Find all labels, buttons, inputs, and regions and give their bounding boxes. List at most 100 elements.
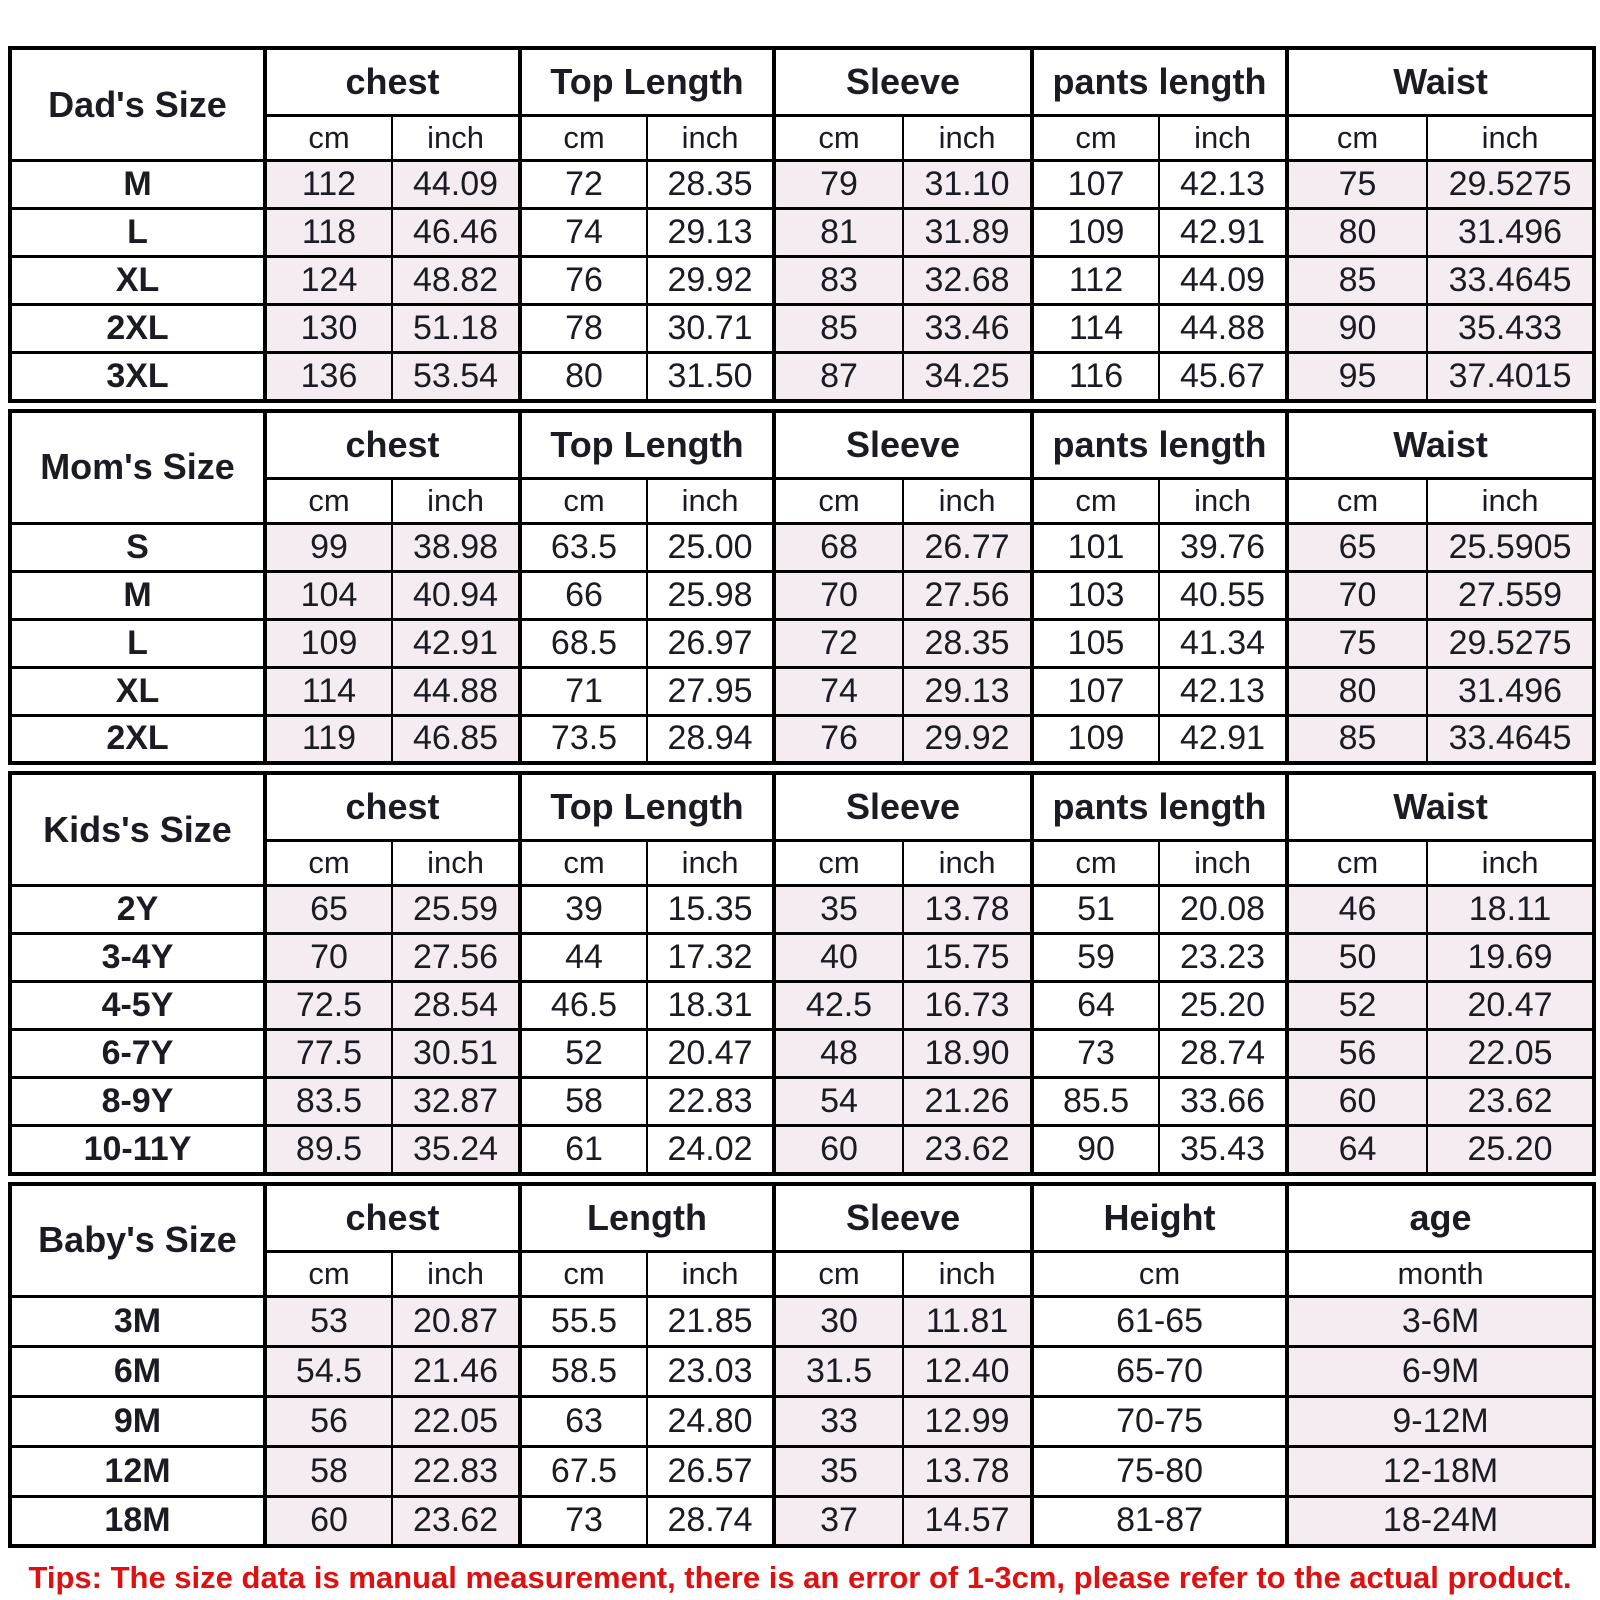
- value-cell: 35.43: [1158, 1124, 1289, 1175]
- unit-header: cm: [518, 476, 649, 525]
- value-cell: 83: [772, 255, 905, 306]
- unit-header: inch: [390, 1249, 522, 1298]
- unit-header: cm: [1030, 476, 1161, 525]
- value-cell: 48.82: [390, 255, 522, 306]
- value-cell: 46.5: [518, 980, 649, 1031]
- value-cell: 81-87: [1030, 1494, 1289, 1548]
- value-cell: 76: [518, 255, 649, 306]
- value-cell: 13.78: [902, 884, 1034, 935]
- value-cell: 15.75: [902, 932, 1034, 983]
- value-cell: 11.81: [902, 1294, 1034, 1348]
- size-cell: 3M: [9, 1294, 267, 1348]
- size-cell: M: [9, 159, 267, 210]
- value-cell: 70: [772, 569, 905, 621]
- value-cell: 103: [1030, 569, 1161, 621]
- value-cell: 9-12M: [1285, 1394, 1596, 1448]
- value-cell: 109: [1030, 713, 1161, 765]
- value-cell: 114: [263, 665, 393, 717]
- value-cell: 118: [263, 207, 393, 258]
- column-group-header: chest: [262, 409, 522, 480]
- section-title-kids-s-size: Kids's Size: [9, 771, 267, 887]
- value-cell: 40.94: [390, 569, 522, 621]
- size-cell: 2XL: [9, 713, 267, 765]
- table-row: 3XL 136 53.54 80 31.50 87 34.25 116 45.67 95 37.40…: [9, 351, 1596, 402]
- value-cell: 112: [1030, 255, 1161, 306]
- value-cell: 35: [772, 884, 905, 935]
- unit-header: cm: [518, 114, 649, 162]
- value-cell: 54.5: [263, 1344, 393, 1398]
- size-cell: 3XL: [9, 351, 267, 402]
- value-cell: 42.13: [1158, 665, 1289, 717]
- value-cell: 25.00: [646, 521, 776, 573]
- table-row: L 118 46.46 74 29.13 81 31.89 109 42.91 80 31.496: [9, 207, 1596, 258]
- value-cell: 44.09: [390, 159, 522, 210]
- value-cell: 46.85: [390, 713, 522, 765]
- unit-header: inch: [646, 1249, 776, 1298]
- size-cell: M: [9, 569, 267, 621]
- section-title-mom-s-size: Mom's Size: [9, 409, 267, 525]
- value-cell: 34.25: [902, 351, 1034, 402]
- value-cell: 13.78: [902, 1444, 1034, 1498]
- value-cell: 14.57: [902, 1494, 1034, 1548]
- unit-header: inch: [902, 114, 1034, 162]
- unit-header: cm: [1030, 114, 1161, 162]
- value-cell: 70-75: [1030, 1394, 1289, 1448]
- column-group-header: Top Length: [518, 409, 776, 480]
- column-group-header: Top Length: [518, 771, 776, 842]
- value-cell: 75: [1285, 617, 1429, 669]
- value-cell: 38.98: [390, 521, 522, 573]
- value-cell: 25.5905: [1426, 521, 1596, 573]
- unit-header: month: [1285, 1249, 1596, 1298]
- value-cell: 44: [518, 932, 649, 983]
- value-cell: 33.66: [1158, 1076, 1289, 1127]
- unit-header: inch: [902, 476, 1034, 525]
- value-cell: 19.69: [1426, 932, 1596, 983]
- value-cell: 52: [1285, 980, 1429, 1031]
- column-group-header: chest: [262, 46, 522, 117]
- value-cell: 29.13: [902, 665, 1034, 717]
- value-cell: 42.5: [772, 980, 905, 1031]
- value-cell: 51: [1030, 884, 1161, 935]
- unit-header: inch: [646, 839, 776, 887]
- size-cell: 2Y: [9, 884, 267, 935]
- value-cell: 30: [772, 1294, 905, 1348]
- value-cell: 116: [1030, 351, 1161, 402]
- value-cell: 22.05: [390, 1394, 522, 1448]
- value-cell: 73: [518, 1494, 649, 1548]
- value-cell: 21.46: [390, 1344, 522, 1398]
- value-cell: 99: [263, 521, 393, 573]
- column-group-header: pants length: [1030, 409, 1289, 480]
- value-cell: 64: [1030, 980, 1161, 1031]
- table-row: M 104 40.94 66 25.98 70 27.56 103 40.55 70 27.559: [9, 569, 1596, 621]
- value-cell: 109: [1030, 207, 1161, 258]
- column-group-header: Sleeve: [772, 409, 1034, 480]
- size-table-baby-s-size: Baby's Size chest Length Sleeve Height age cm i…: [8, 1181, 1597, 1548]
- value-cell: 21.85: [646, 1294, 776, 1348]
- table-row: XL 124 48.82 76 29.92 83 32.68 112 44.09 85 33.464…: [9, 255, 1596, 306]
- table-row: M 112 44.09 72 28.35 79 31.10 107 42.13 75 29.5275: [9, 159, 1596, 210]
- column-group-header: chest: [262, 771, 522, 842]
- value-cell: 64: [1285, 1124, 1429, 1175]
- column-group-header: age: [1285, 1182, 1596, 1253]
- value-cell: 42.13: [1158, 159, 1289, 210]
- value-cell: 27.95: [646, 665, 776, 717]
- unit-header: cm: [263, 114, 393, 162]
- value-cell: 58: [518, 1076, 649, 1127]
- value-cell: 67.5: [518, 1444, 649, 1498]
- value-cell: 44.88: [1158, 303, 1289, 354]
- size-cell: 12M: [9, 1444, 267, 1498]
- value-cell: 42.91: [1158, 207, 1289, 258]
- column-group-header: chest: [262, 1182, 522, 1253]
- value-cell: 104: [263, 569, 393, 621]
- value-cell: 33.46: [902, 303, 1034, 354]
- value-cell: 25.98: [646, 569, 776, 621]
- value-cell: 71: [518, 665, 649, 717]
- column-group-header: pants length: [1030, 46, 1289, 117]
- value-cell: 37.4015: [1426, 351, 1596, 402]
- value-cell: 29.5275: [1426, 617, 1596, 669]
- value-cell: 70: [1285, 569, 1429, 621]
- value-cell: 65: [1285, 521, 1429, 573]
- value-cell: 54: [772, 1076, 905, 1127]
- value-cell: 22.05: [1426, 1028, 1596, 1079]
- value-cell: 50: [1285, 932, 1429, 983]
